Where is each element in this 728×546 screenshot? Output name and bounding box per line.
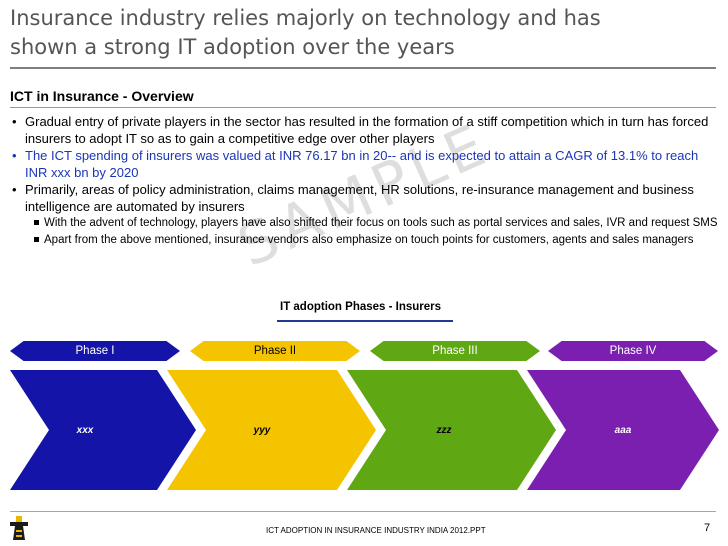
phase-label-1: Phase I <box>10 341 180 361</box>
phase-value-3: zzz <box>436 425 452 436</box>
bullet-list: Gradual entry of private players in the … <box>12 114 718 250</box>
slide-title: Insurance industry relies majorly on tec… <box>10 4 710 62</box>
bullet-ict-spending: The ICT spending of insurers was valued … <box>12 148 718 181</box>
sub-bullet-touch-points: Apart from the above mentioned, insuranc… <box>12 233 718 247</box>
slide-title-line-2: shown a strong IT adoption over the year… <box>10 35 455 59</box>
page-number: 7 <box>704 522 711 534</box>
phase-value-1: xxx <box>76 425 94 436</box>
sub-bullet-tools: With the advent of technology, players h… <box>12 216 718 230</box>
phase-label-3: Phase III <box>370 341 540 361</box>
bullet-automation: Primarily, areas of policy administratio… <box>12 182 718 215</box>
phase-chevron-1 <box>10 370 196 490</box>
phase-chevron-2 <box>167 370 376 490</box>
lighthouse-logo-icon <box>10 516 28 540</box>
footer-filename: ICT ADOPTION IN INSURANCE INDUSTRY INDIA… <box>266 526 486 535</box>
diagram-title: IT adoption Phases - Insurers <box>280 301 442 313</box>
phase-chevron-4 <box>527 370 719 490</box>
phase-label-4: Phase IV <box>548 341 718 361</box>
phase-chevron-3 <box>347 370 556 490</box>
phase-value-4: aaa <box>614 425 632 436</box>
phase-value-2: yyy <box>253 425 271 436</box>
slide-title-line-1: Insurance industry relies majorly on tec… <box>10 6 601 30</box>
bullet-competition: Gradual entry of private players in the … <box>12 114 718 147</box>
section-divider <box>10 107 716 108</box>
footer-divider <box>10 511 716 512</box>
section-heading: ICT in Insurance - Overview <box>10 88 194 104</box>
diagram-title-underline <box>277 320 453 322</box>
phase-label-2: Phase II <box>190 341 360 361</box>
phase-chevrons <box>10 370 719 490</box>
title-divider <box>10 67 716 69</box>
